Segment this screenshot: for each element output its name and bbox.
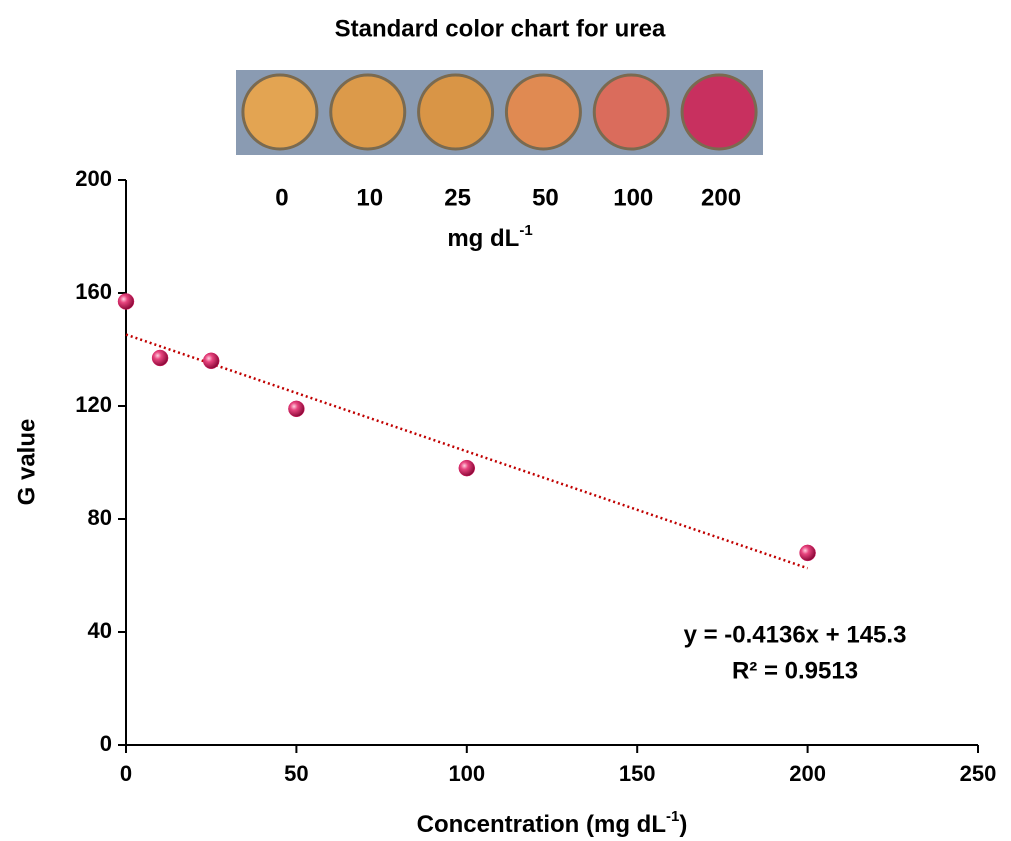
x-axis-label-suffix: ) [679, 811, 687, 838]
y-tick-label: 0 [100, 731, 112, 756]
x-axis-label: Concentration (mg dL-1) [417, 808, 688, 838]
swatch-label: 100 [613, 184, 653, 211]
data-point [458, 459, 476, 477]
y-tick-label: 120 [75, 392, 112, 417]
x-tick-label: 150 [619, 761, 656, 786]
x-tick-label: 200 [789, 761, 826, 786]
swatch-label: 50 [532, 184, 559, 211]
x-tick-label: 250 [960, 761, 997, 786]
y-tick-label: 80 [88, 505, 112, 530]
swatch [592, 73, 670, 151]
x-axis-label-text: Concentration (mg dL [417, 811, 666, 838]
y-tick-label: 200 [75, 166, 112, 191]
data-point [799, 544, 816, 562]
swatch [417, 73, 495, 151]
inset-unit: mg dL-1 [447, 222, 532, 252]
inset-unit-text: mg dL [447, 225, 519, 252]
x-tick-label: 50 [284, 761, 308, 786]
inset-unit-sup: -1 [519, 222, 532, 239]
y-tick-label: 40 [88, 618, 112, 643]
trendline [125, 333, 809, 570]
swatch [329, 73, 407, 151]
data-point [117, 293, 135, 310]
data-point [288, 400, 305, 418]
y-axis-label: G value [13, 419, 40, 506]
swatch [504, 73, 582, 151]
y-tick-label: 160 [75, 279, 112, 304]
x-axis-label-sup: -1 [666, 808, 679, 825]
data-point [151, 349, 169, 367]
trend-equation: y = -0.4136x + 145.3 [684, 621, 907, 648]
swatch-label: 10 [356, 184, 383, 211]
swatch-label: 0 [275, 184, 288, 211]
swatch [680, 73, 758, 151]
x-tick-label: 0 [120, 761, 132, 786]
swatch-label: 200 [701, 184, 741, 211]
swatch-label: 25 [444, 184, 471, 211]
data-point [202, 352, 220, 370]
trend-r2: R² = 0.9513 [732, 657, 858, 684]
x-tick-label: 100 [448, 761, 485, 786]
inset-title: Standard color chart for urea [335, 15, 666, 42]
swatch [241, 73, 319, 151]
inset-strip [236, 70, 763, 155]
